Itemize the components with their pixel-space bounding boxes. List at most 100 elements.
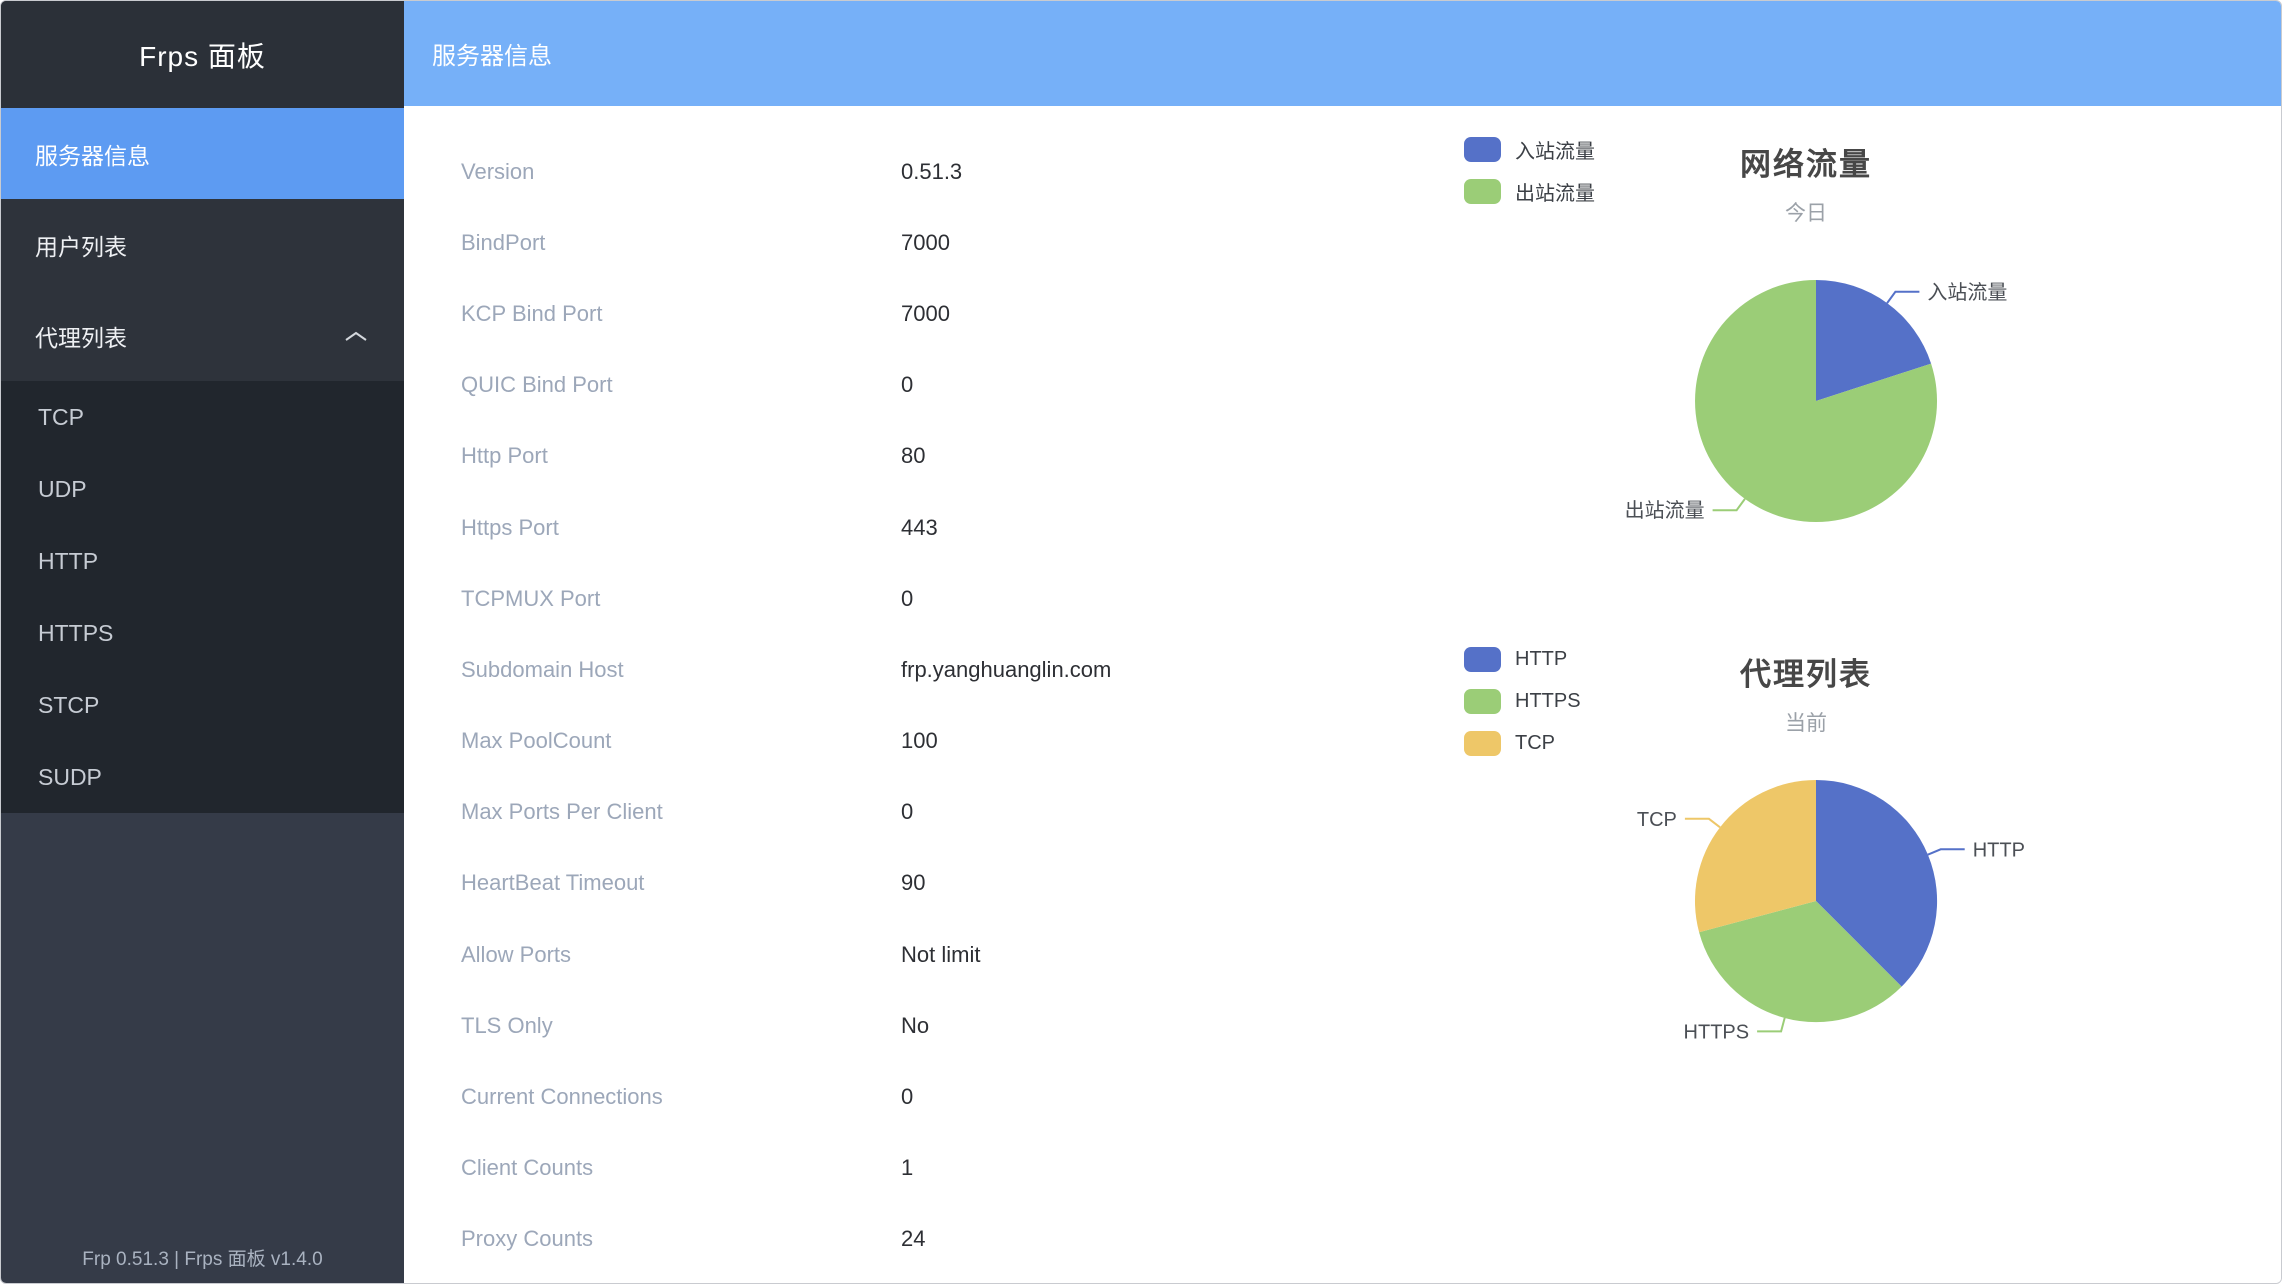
sidebar-subitem-https[interactable]: HTTPS bbox=[38, 619, 114, 646]
sidebar-subitem-http[interactable]: HTTP bbox=[38, 547, 99, 574]
pie-slice-outbound[interactable] bbox=[1695, 280, 1938, 522]
legend-swatch bbox=[1464, 179, 1501, 204]
info-value: 7000 bbox=[901, 229, 950, 255]
legend-swatch bbox=[1464, 731, 1501, 756]
sidebar-item-label: 用户列表 bbox=[35, 233, 127, 260]
info-value: Not limit bbox=[901, 941, 981, 967]
legend-item-inbound[interactable]: 入站流量 bbox=[1464, 137, 1595, 163]
info-label: BindPort bbox=[461, 229, 546, 255]
pie-label-line bbox=[1927, 848, 1965, 856]
server-info-row: Http Port 80 bbox=[461, 421, 1461, 492]
traffic-pie-chart: 网络流量 今日 入站流量 出站流量 入站流量 出站流量 bbox=[1456, 121, 2156, 621]
pie-label: 出站流量 bbox=[1625, 499, 1705, 522]
proxy-pie-chart: 代理列表 当前 HTTP HTTPS TCP HTTP HTTPS TCP bbox=[1456, 631, 2156, 1131]
info-value: 24 bbox=[901, 1226, 926, 1252]
info-value: 0 bbox=[901, 585, 914, 611]
info-label: Max PoolCount bbox=[461, 728, 612, 754]
info-label: Allow Ports bbox=[461, 941, 572, 967]
app-title: Frps 面板 bbox=[1, 1, 404, 108]
chevron-up-icon[interactable] bbox=[344, 330, 368, 343]
pie-label: TCP bbox=[1637, 809, 1677, 831]
legend-swatch bbox=[1464, 689, 1501, 714]
info-value: 80 bbox=[901, 443, 926, 469]
server-info-row: Max PoolCount 100 bbox=[461, 706, 1461, 777]
server-info-row: Allow Ports Not limit bbox=[461, 919, 1461, 990]
sidebar-item-label: 代理列表 bbox=[35, 324, 127, 351]
legend-label: TCP bbox=[1515, 732, 1555, 754]
server-info-row: Https Port 443 bbox=[461, 492, 1461, 563]
server-info-row: Proxy Counts 24 bbox=[461, 1204, 1461, 1275]
server-info-row: TLS Only No bbox=[461, 990, 1461, 1061]
info-label: Proxy Counts bbox=[461, 1226, 594, 1252]
info-value: 90 bbox=[901, 870, 926, 896]
sidebar-item-proxy-list[interactable]: 代理列表 bbox=[1, 290, 404, 381]
info-value: 443 bbox=[901, 514, 938, 540]
chart-legend: 入站流量 出站流量 bbox=[1464, 137, 1595, 221]
server-info-row: TCPMUX Port 0 bbox=[461, 563, 1461, 634]
info-label: Version bbox=[461, 158, 535, 184]
legend-item-outbound[interactable]: 出站流量 bbox=[1464, 179, 1595, 205]
sidebar-item-server-info[interactable]: 服务器信息 bbox=[1, 108, 404, 199]
pie-label: 入站流量 bbox=[1927, 281, 2007, 304]
server-info-row: Current Connections 0 bbox=[461, 1061, 1461, 1132]
info-label: Https Port bbox=[461, 514, 559, 540]
legend-label: HTTP bbox=[1515, 648, 1568, 670]
server-info-row: QUIC Bind Port 0 bbox=[461, 350, 1461, 421]
legend-item-https[interactable]: HTTPS bbox=[1464, 689, 1581, 714]
page-title: 服务器信息 bbox=[432, 43, 552, 70]
server-info-row: HeartBeat Timeout 90 bbox=[461, 848, 1461, 919]
pie-svg: HTTP HTTPS TCP bbox=[1637, 780, 2025, 1043]
server-info-row: Max Ports Per Client 0 bbox=[461, 777, 1461, 848]
info-label: Subdomain Host bbox=[461, 656, 624, 682]
legend-label: 出站流量 bbox=[1515, 183, 1595, 205]
info-label: Http Port bbox=[461, 443, 548, 469]
info-label: TLS Only bbox=[461, 1012, 553, 1038]
pie-label-line bbox=[1712, 498, 1746, 512]
sidebar-item-user-list[interactable]: 用户列表 bbox=[1, 199, 404, 290]
info-label: KCP Bind Port bbox=[461, 300, 603, 326]
pie-label-line bbox=[1684, 817, 1721, 829]
sidebar-subitem-sudp[interactable]: SUDP bbox=[38, 763, 102, 790]
server-info-row: BindPort 7000 bbox=[461, 207, 1461, 278]
info-value: No bbox=[901, 1012, 930, 1038]
info-value: 0 bbox=[901, 372, 914, 398]
sidebar-subitem-stcp[interactable]: STCP bbox=[38, 691, 100, 718]
pie-slice-https[interactable] bbox=[1699, 901, 1902, 1023]
legend-swatch bbox=[1464, 137, 1501, 162]
server-info-row: KCP Bind Port 7000 bbox=[461, 278, 1461, 349]
pie-slice-inbound[interactable] bbox=[1816, 280, 1932, 401]
info-value: frp.yanghuanglin.com bbox=[901, 656, 1112, 682]
sidebar-submenu: TCP UDP HTTP HTTPS STCP SUDP bbox=[1, 381, 404, 813]
pie-label-line bbox=[1886, 290, 1920, 304]
sidebar: Frps 面板 服务器信息用户列表代理列表 TCP UDP HTTP HTTPS STCP… bbox=[1, 1, 404, 1283]
server-info-row: Version 0.51.3 bbox=[461, 136, 1461, 207]
sidebar-subitem-udp[interactable]: UDP bbox=[38, 475, 87, 502]
info-value: 7000 bbox=[901, 300, 950, 326]
sidebar-subitem-tcp[interactable]: TCP bbox=[38, 403, 84, 430]
info-label: TCPMUX Port bbox=[461, 585, 601, 611]
info-label: QUIC Bind Port bbox=[461, 372, 613, 398]
info-value: 1 bbox=[901, 1155, 914, 1181]
sidebar-item-label: 服务器信息 bbox=[35, 142, 150, 169]
main-content: Version 0.51.3 BindPort 7000 KCP Bind Port 70… bbox=[404, 106, 2281, 1283]
legend-swatch bbox=[1464, 647, 1501, 672]
legend-item-tcp[interactable]: TCP bbox=[1464, 731, 1581, 756]
legend-item-http[interactable]: HTTP bbox=[1464, 647, 1581, 672]
legend-label: 入站流量 bbox=[1515, 141, 1595, 163]
server-info-row: Subdomain Host frp.yanghuanglin.com bbox=[461, 634, 1461, 705]
info-value: 0 bbox=[901, 1084, 914, 1110]
chart-legend: HTTP HTTPS TCP bbox=[1464, 647, 1581, 773]
info-label: Client Counts bbox=[461, 1155, 594, 1181]
pie-label: HTTPS bbox=[1684, 1021, 1750, 1043]
info-label: Max Ports Per Client bbox=[461, 799, 663, 825]
pie-slice-http[interactable] bbox=[1816, 780, 1938, 987]
server-info-list: Version 0.51.3 BindPort 7000 KCP Bind Port 70… bbox=[461, 136, 1461, 1275]
pie-slice-tcp[interactable] bbox=[1694, 780, 1816, 933]
pie-label: HTTP bbox=[1973, 839, 2025, 861]
info-label: HeartBeat Timeout bbox=[461, 870, 645, 896]
info-value: 0 bbox=[901, 799, 914, 825]
legend-label: HTTPS bbox=[1515, 690, 1581, 712]
page-header: 服务器信息 bbox=[404, 1, 2281, 106]
info-label: Current Connections bbox=[461, 1084, 663, 1110]
